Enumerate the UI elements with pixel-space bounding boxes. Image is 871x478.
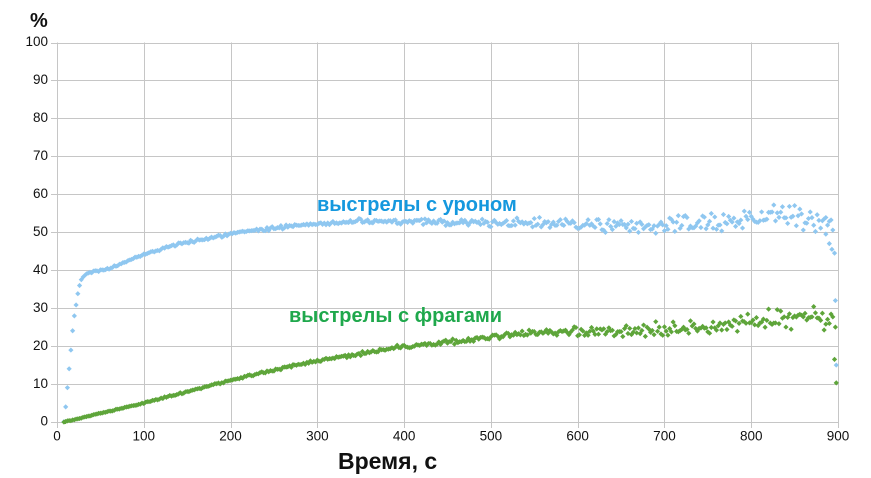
- series-label-shots-with-frags: выстрелы с фрагами: [289, 305, 503, 327]
- x-axis-title: Время, с: [338, 448, 438, 474]
- y-axis-title: %: [30, 10, 48, 32]
- series-label-shots-with-damage: выстрелы с уроном: [317, 194, 517, 216]
